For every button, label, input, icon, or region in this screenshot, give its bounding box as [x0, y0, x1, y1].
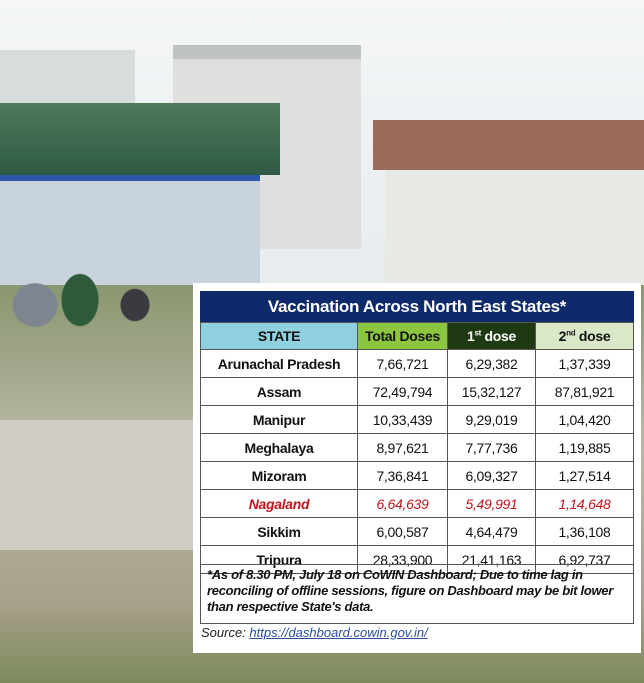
- table-footnote: *As of 8.30 PM, July 18 on CoWIN Dashboa…: [200, 564, 634, 624]
- cell-second: 1,36,108: [535, 517, 634, 546]
- cell-first: 6,29,382: [447, 349, 536, 378]
- cell-second: 1,04,420: [535, 405, 634, 434]
- cell-second: 1,14,648: [535, 489, 634, 518]
- header-first-dose: 1st dose: [447, 322, 536, 350]
- table-row: Nagaland 6,64,639 5,49,991 1,14,648: [200, 489, 634, 518]
- cell-total: 6,00,587: [357, 517, 448, 546]
- cell-total: 7,66,721: [357, 349, 448, 378]
- source-label: Source:: [201, 625, 250, 640]
- cell-state: Mizoram: [200, 461, 358, 490]
- header-first-num: 1: [466, 328, 475, 344]
- cell-state: Tripura: [200, 545, 358, 574]
- photo-people: [0, 225, 190, 455]
- header-second-num: 2: [558, 328, 567, 344]
- table-header-row: STATE Total Doses 1st dose 2nd dose: [200, 322, 634, 350]
- photo-building-right: [373, 120, 644, 170]
- header-second-rest: dose: [575, 328, 611, 344]
- table-row: Sikkim 6,00,587 4,64,479 1,36,108: [200, 517, 634, 546]
- cell-total: 6,64,639: [357, 489, 448, 518]
- vaccination-table-card: Vaccination Across North East States* ST…: [193, 283, 641, 653]
- cell-state: Meghalaya: [200, 433, 358, 462]
- table-row: Manipur 10,33,439 9,29,019 1,04,420: [200, 405, 634, 434]
- cell-first: 9,29,019: [447, 405, 536, 434]
- header-total-doses: Total Doses: [357, 322, 448, 350]
- header-second-dose: 2nd dose: [535, 322, 634, 350]
- cell-state: Manipur: [200, 405, 358, 434]
- table-row: Mizoram 7,36,841 6,09,327 1,27,514: [200, 461, 634, 490]
- cell-second: 1,19,885: [535, 433, 634, 462]
- source-link[interactable]: https://dashboard.cowin.gov.in/: [249, 625, 428, 640]
- table-row: Tripura 28,33,900 21,41,163 6,92,737: [200, 545, 634, 574]
- table-title: Vaccination Across North East States*: [200, 291, 634, 322]
- cell-total: 8,97,621: [357, 433, 448, 462]
- cell-state: Nagaland: [200, 489, 358, 518]
- cell-state: Arunachal Pradesh: [200, 349, 358, 378]
- cell-first: 4,64,479: [447, 517, 536, 546]
- cell-first: 7,77,736: [447, 433, 536, 462]
- cell-state: Sikkim: [200, 517, 358, 546]
- cell-first: 6,09,327: [447, 461, 536, 490]
- cell-first: 15,32,127: [447, 377, 536, 406]
- cell-first: 21,41,163: [447, 545, 536, 574]
- header-state: STATE: [200, 322, 358, 350]
- header-second-sup: nd: [566, 328, 576, 338]
- cell-state: Assam: [200, 377, 358, 406]
- header-first-sup: st: [474, 328, 481, 338]
- cell-second: 6,92,737: [535, 545, 634, 574]
- table-row: Arunachal Pradesh 7,66,721 6,29,382 1,37,33…: [200, 349, 634, 378]
- photo-building-right-wall: [385, 170, 644, 285]
- cell-second: 87,81,921: [535, 377, 634, 406]
- photo-green-roof: [0, 103, 280, 175]
- vaccination-table: STATE Total Doses 1st dose 2nd dose Arun…: [200, 322, 634, 574]
- cell-total: 28,33,900: [357, 545, 448, 574]
- cell-total: 7,36,841: [357, 461, 448, 490]
- cell-second: 1,37,339: [535, 349, 634, 378]
- cell-second: 1,27,514: [535, 461, 634, 490]
- cell-first: 5,49,991: [447, 489, 536, 518]
- table-row: Meghalaya 8,97,621 7,77,736 1,19,885: [200, 433, 634, 462]
- cell-total: 72,49,794: [357, 377, 448, 406]
- header-first-rest: dose: [480, 328, 517, 344]
- source-line: Source: https://dashboard.cowin.gov.in/: [201, 625, 428, 640]
- table-row: Assam 72,49,794 15,32,127 87,81,921: [200, 377, 634, 406]
- cell-total: 10,33,439: [357, 405, 448, 434]
